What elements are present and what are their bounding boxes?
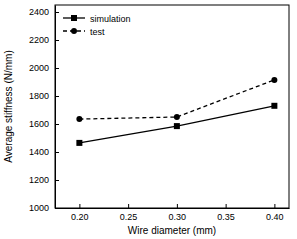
x-tick-mark (226, 204, 227, 208)
x-tick-mark (274, 204, 275, 208)
y-tick-mark (55, 124, 59, 125)
legend-label: test (90, 27, 105, 37)
plot-frame (55, 5, 289, 208)
y-axis: 1000 1200 1400 1600 1800 2000 2200 2400 (29, 6, 59, 214)
y-tick-mark (55, 96, 59, 97)
x-tick: 0.20 (71, 204, 89, 222)
y-tick-label: 1200 (29, 175, 49, 185)
x-tick-mark (128, 204, 129, 208)
x-tick-label: 0.20 (71, 212, 89, 222)
y-tick-mark (55, 40, 59, 41)
x-tick-label: 0.30 (169, 212, 187, 222)
y-tick-label: 1400 (29, 147, 49, 157)
y-tick: 2400 (29, 7, 59, 17)
series-line (79, 106, 274, 143)
y-tick-mark (55, 152, 59, 153)
x-tick-label: 0.35 (217, 212, 235, 222)
x-tick: 0.35 (217, 204, 235, 222)
point (174, 123, 180, 129)
plot: 0.20 0.25 0.30 0.35 0.40 1000 1200 1400 1600 1800… (29, 5, 290, 222)
x-axis-line (56, 208, 290, 209)
y-tick: 1200 (29, 175, 59, 185)
y-tick-mark (55, 12, 59, 13)
series-line (79, 80, 274, 119)
y-axis-line (55, 6, 56, 209)
chart: 0.20 0.25 0.30 0.35 0.40 1000 1200 1400 1600 1800… (0, 0, 297, 239)
y-tick-label: 1800 (29, 91, 49, 101)
data-layer (76, 77, 277, 146)
y-axis-title: Average stiffness (N/mm) (3, 50, 14, 162)
point (76, 116, 82, 122)
x-tick-label: 0.25 (120, 212, 138, 222)
y-tick: 1000 (29, 203, 59, 213)
y-tick: 2200 (29, 35, 59, 45)
y-tick-label: 2000 (29, 63, 49, 73)
x-tick-label: 0.40 (266, 212, 284, 222)
y-tick-label: 2400 (29, 7, 49, 17)
y-tick-mark (55, 68, 59, 69)
point (174, 114, 180, 120)
x-tick: 0.40 (266, 204, 284, 222)
x-axis-title: Wire diameter (mm) (128, 225, 216, 236)
y-tick: 2000 (29, 63, 59, 73)
x-tick-mark (177, 204, 178, 208)
x-tick-mark (79, 204, 80, 208)
y-tick: 1600 (29, 119, 59, 129)
y-tick-label: 2200 (29, 35, 49, 45)
legend-marker (71, 28, 77, 34)
x-axis: 0.20 0.25 0.30 0.35 0.40 (56, 204, 290, 222)
y-tick-mark (55, 208, 59, 209)
point (271, 77, 277, 83)
legend: simulation test (63, 14, 131, 37)
y-tick-mark (55, 180, 59, 181)
y-tick: 1400 (29, 147, 59, 157)
y-tick-label: 1600 (29, 119, 49, 129)
x-tick: 0.25 (120, 204, 138, 222)
y-tick: 1800 (29, 91, 59, 101)
legend-marker (71, 15, 77, 21)
legend-label: simulation (90, 14, 131, 24)
y-tick-label: 1000 (29, 203, 49, 213)
point (76, 140, 82, 146)
point (271, 103, 277, 109)
x-tick: 0.30 (169, 204, 187, 222)
